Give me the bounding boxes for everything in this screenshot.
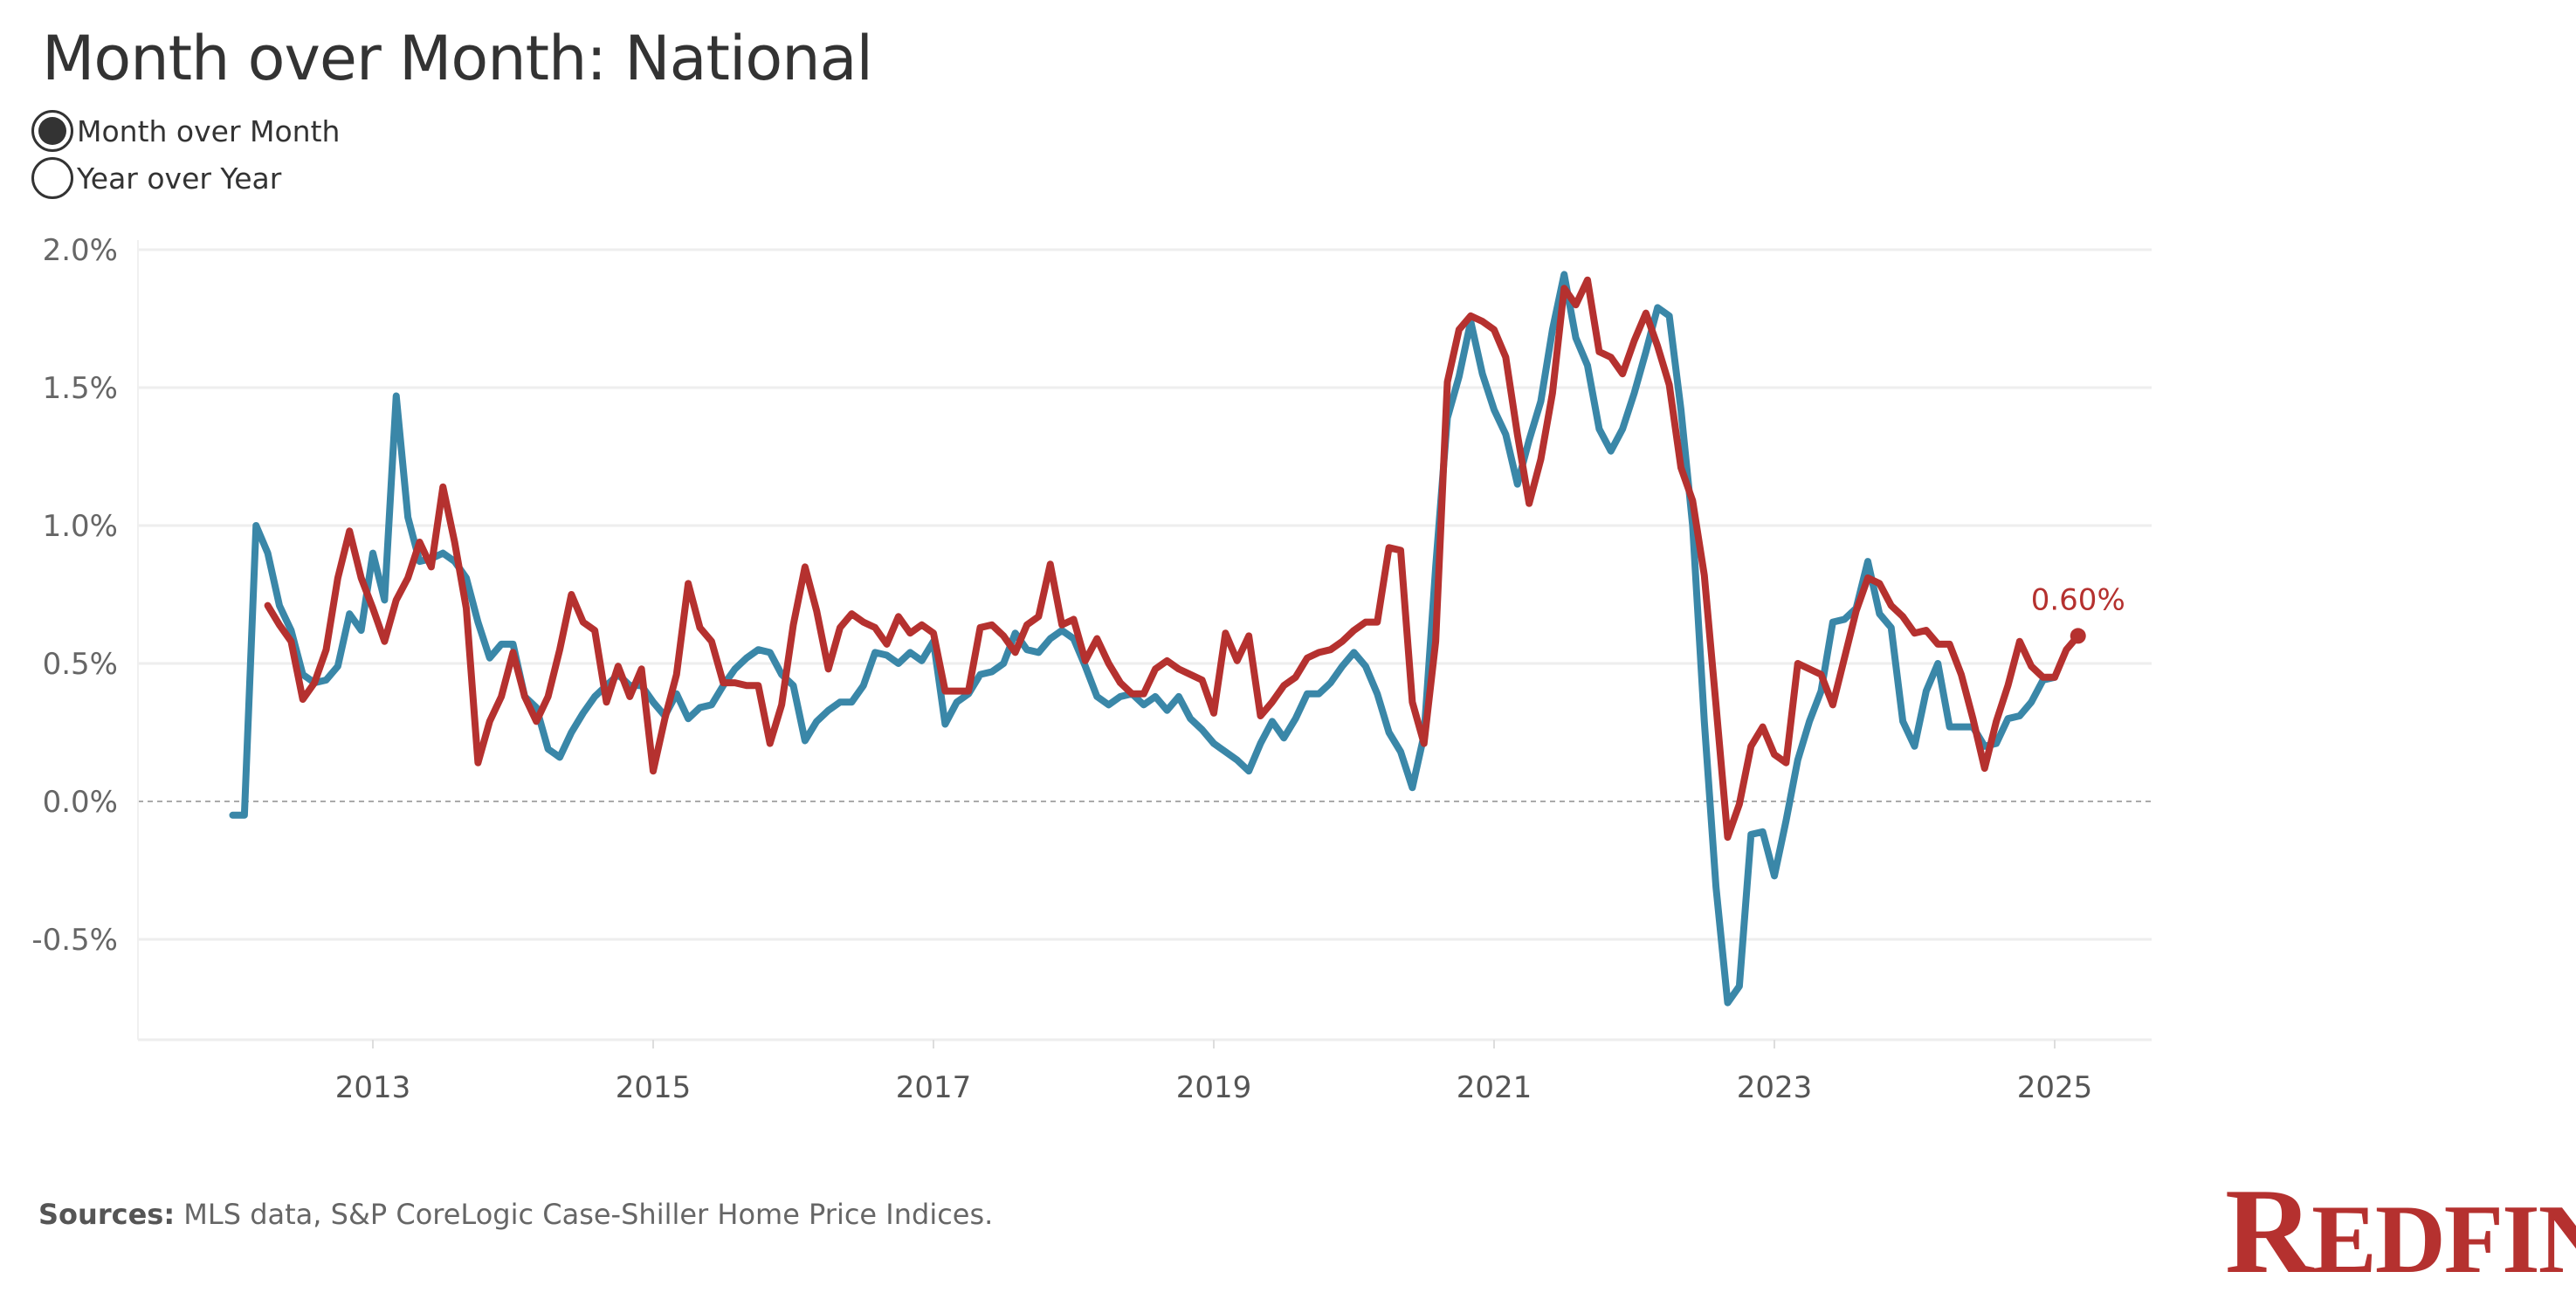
sources-label: Sources: [38, 1198, 176, 1231]
series-line-2 [264, 276, 2082, 842]
x-tick-label: 2015 [616, 1070, 692, 1105]
y-tick-label: 2.0% [43, 233, 118, 268]
x-tick-label: 2023 [1737, 1070, 1813, 1105]
sources-note: Sources: MLS data, S&P CoreLogic Case-Sh… [38, 1198, 993, 1231]
end-point-marker [2070, 628, 2086, 644]
redfin-logo: REDFIN [2225, 1164, 2576, 1299]
x-tick-label: 2025 [2017, 1070, 2093, 1105]
sources-text: MLS data, S&P CoreLogic Case-Shiller Hom… [175, 1198, 994, 1231]
y-tick-label: 0.0% [43, 785, 118, 820]
page-title: Month over Month: National [42, 23, 873, 94]
x-tick-label: 2017 [896, 1070, 972, 1105]
x-tick-label: 2019 [1176, 1070, 1252, 1105]
radio-unselected-icon[interactable] [31, 157, 73, 199]
radio-selected-icon[interactable] [31, 110, 73, 152]
x-tick-label: 2013 [335, 1070, 411, 1105]
y-tick-label: 0.5% [43, 647, 118, 682]
radio-label: Year over Year [77, 161, 282, 196]
y-tick-label: 1.5% [43, 371, 118, 406]
y-tick-label: 1.0% [43, 509, 118, 544]
radio-year-over-year[interactable]: Year over Year [31, 157, 281, 199]
end-value-label: 0.60% [2031, 582, 2125, 617]
radio-month-over-month[interactable]: Month over Month [31, 110, 340, 152]
x-tick-label: 2021 [1457, 1070, 1533, 1105]
radio-label: Month over Month [77, 113, 341, 148]
y-tick-label: -0.5% [31, 923, 118, 958]
series-line-1 [229, 271, 2058, 1007]
